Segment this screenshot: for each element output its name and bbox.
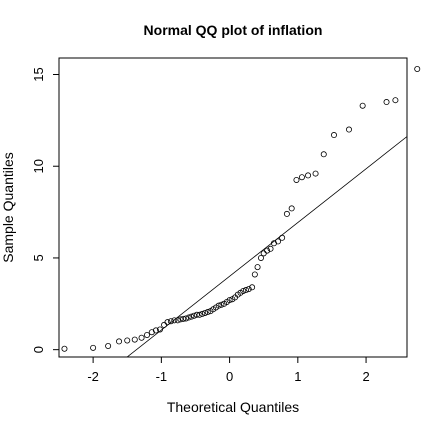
qq-point [215,302,222,309]
qq-point [105,342,112,349]
qq-point [279,234,286,241]
qq-point [131,336,138,343]
y-axis-label: Sample Quantiles [0,152,16,263]
qq-point [260,250,267,257]
qq-point [392,97,399,104]
qq-point [116,338,123,345]
y-tick-label: 10 [31,159,46,173]
qq-point [330,132,337,139]
qq-point [218,301,225,308]
qq-point [180,315,187,322]
qq-point [193,311,200,318]
qq-point [275,238,282,245]
y-tick-label: 0 [31,346,46,353]
qq-point [164,319,171,326]
points-layer [61,66,421,352]
qq-point [167,318,174,325]
qq-point [267,245,274,252]
qq-point [240,287,247,294]
reference-line-layer [126,136,407,357]
qq-point [226,297,233,304]
qq-point [152,327,159,334]
x-axis: -2 -1 0 1 2 [87,357,370,384]
y-tick-label: 5 [31,254,46,261]
qq-point [283,210,290,217]
chart-title: Normal QQ plot of inflation [144,22,323,38]
qq-point [196,311,203,318]
qq-point [188,313,195,320]
y-axis: 0 5 10 15 [31,67,59,353]
x-tick-label: -1 [156,369,168,384]
x-tick-label: 2 [362,369,369,384]
qq-point [185,314,192,321]
qq-point [264,247,271,254]
plot-frame [58,57,408,358]
qq-point [182,315,189,322]
qq-point [257,254,264,261]
qq-point [288,205,295,212]
qq-point [305,172,312,179]
qq-point [171,317,178,324]
qq-point [254,264,261,271]
qq-point [298,174,305,181]
qq-point [345,126,352,133]
qq-point [251,271,258,278]
qq-point [249,284,256,291]
qq-point [320,151,327,158]
x-tick-label: 0 [226,369,233,384]
qq-point [138,334,145,341]
qq-point [414,66,421,73]
x-tick-label: -2 [87,369,99,384]
qq-point [124,337,131,344]
qq-point [359,102,366,109]
qq-point [191,312,198,319]
qq-point [383,99,390,106]
qq-point [199,310,206,317]
qq-point [90,344,97,351]
x-tick-label: 1 [294,369,301,384]
qq-point [156,326,163,333]
reference-line [126,136,407,357]
qq-point [144,331,151,338]
qq-point [245,286,252,293]
qq-point [242,287,249,294]
qq-point [161,321,168,328]
qq-point [293,176,300,183]
qq-point [177,316,184,323]
x-axis-label: Theoretical Quantiles [167,399,299,415]
qq-point [202,309,209,316]
qq-point [312,170,319,177]
y-tick-label: 15 [31,67,46,81]
qq-point [174,317,181,324]
qq-point [204,309,211,316]
qq-point [61,345,68,352]
